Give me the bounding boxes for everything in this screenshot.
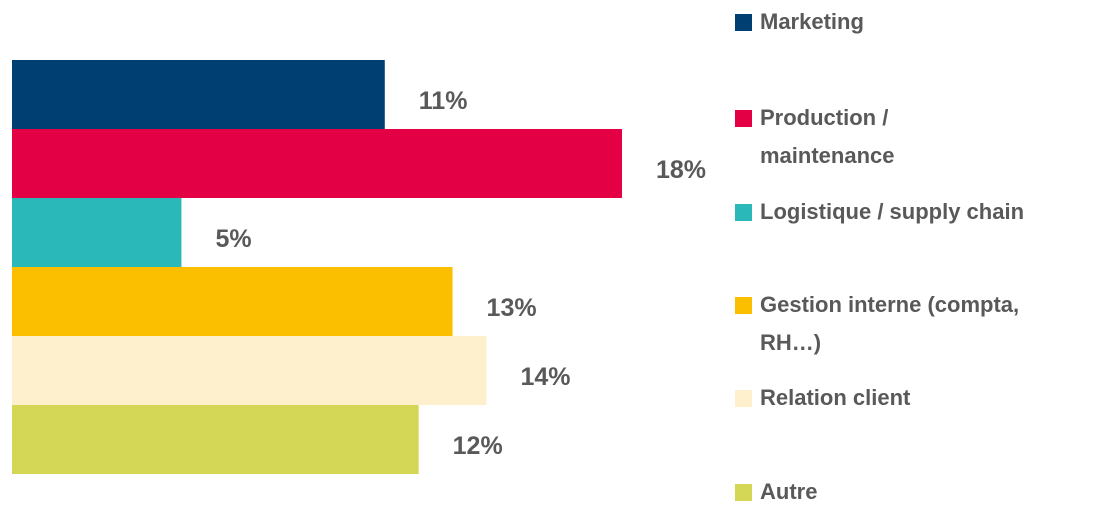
legend-label: Logistique / supply chain — [760, 199, 1025, 224]
legend-swatch — [735, 390, 752, 407]
bar — [12, 129, 622, 198]
legend-item: Marketing — [735, 3, 1065, 41]
legend-item: Gestion interne (compta, RH…) — [735, 286, 1075, 362]
value-label: 5% — [215, 225, 251, 253]
bar — [12, 198, 182, 267]
legend-label: Production / maintenance — [760, 105, 895, 168]
legend-swatch — [735, 14, 752, 31]
chart: 11% 18% 5% 13% 14% 12% — [12, 60, 706, 474]
legend-item: Relation client — [735, 379, 1065, 417]
legend-swatch — [735, 484, 752, 501]
value-label: 14% — [520, 363, 570, 391]
bar — [12, 267, 453, 336]
legend-item: Autre — [735, 473, 1065, 511]
bar — [12, 405, 419, 474]
legend-swatch — [735, 204, 752, 221]
value-label: 12% — [453, 432, 503, 460]
legend-swatch — [735, 110, 752, 127]
bar — [12, 60, 385, 129]
legend-swatch — [735, 297, 752, 314]
bar — [12, 336, 487, 405]
legend-label: Relation client — [760, 385, 911, 410]
legend-item: Logistique / supply chain — [735, 193, 1075, 231]
legend-label: Gestion interne (compta, RH…) — [760, 292, 1020, 355]
value-label: 11% — [419, 87, 468, 115]
value-label: 18% — [656, 156, 706, 184]
legend-label: Autre — [760, 479, 818, 504]
legend-label: Marketing — [760, 9, 864, 34]
legend-item: Production / maintenance — [735, 99, 935, 175]
value-label: 13% — [487, 294, 537, 322]
